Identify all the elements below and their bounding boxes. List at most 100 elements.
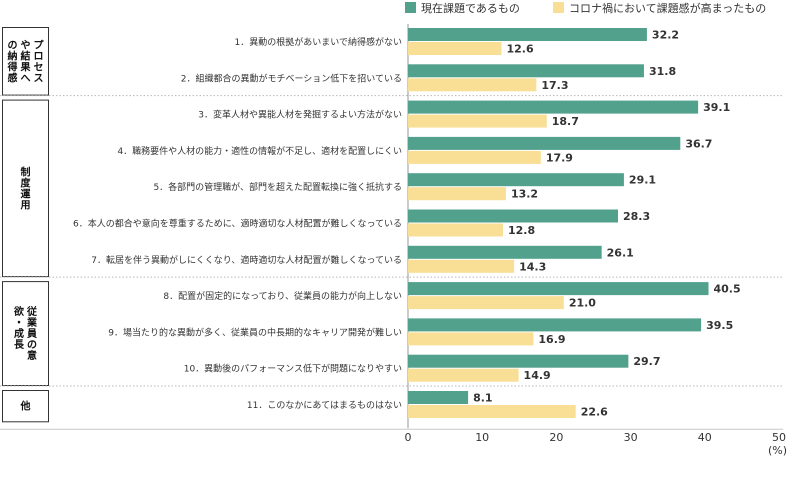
bar-current xyxy=(408,354,629,368)
value-label-current: 39.1 xyxy=(703,101,730,114)
value-label-current: 36.7 xyxy=(685,137,712,150)
group-label-char: の xyxy=(8,40,18,51)
x-tick-label: 50 xyxy=(772,431,786,444)
legend-swatch-corona xyxy=(553,2,564,13)
category-label: 1．異動の根拠があいまいで納得感がない xyxy=(235,36,402,48)
group-label-char: 納 xyxy=(8,49,18,62)
bar-current xyxy=(408,282,709,296)
bar-corona xyxy=(408,187,506,201)
value-label-current: 26.1 xyxy=(607,246,634,259)
bar-corona xyxy=(408,296,564,310)
x-tick-label: 0 xyxy=(405,431,412,444)
group-box xyxy=(2,281,49,387)
group-box xyxy=(2,390,49,423)
category-label: 5．各部門の管理職が、部門を超えた配置転換に強く抵抗する xyxy=(153,181,402,193)
group-label-char: ・ xyxy=(14,318,24,329)
bar-current xyxy=(408,173,624,187)
value-label-corona: 16.9 xyxy=(538,333,565,346)
x-tick-label: 30 xyxy=(624,431,638,444)
category-label: 7．転居を伴う異動がしにくくなり、適時適切な人材配置が難しくなっている xyxy=(91,254,402,266)
category-labels: 1．異動の根拠があいまいで納得感がない 2．組織都合の異動がモチベーション低下を招… xyxy=(73,36,402,411)
value-label-current: 29.1 xyxy=(629,174,656,187)
bar-corona xyxy=(408,78,537,92)
category-label: 2．組織都合の異動がモチベーション低下を招いている xyxy=(181,72,402,84)
bar-current xyxy=(408,64,644,78)
group-label-char: 制 xyxy=(21,165,31,178)
category-label: 9．場当たり的な異動が多く、従業員の中長期的なキャリア開発が難しい xyxy=(108,326,402,338)
value-label-current: 40.5 xyxy=(714,283,741,296)
value-label-current: 39.5 xyxy=(706,319,733,332)
value-label-corona: 17.9 xyxy=(546,151,573,164)
group-label-char: 用 xyxy=(20,199,31,211)
value-labels: 32.2 12.6 31.8 17.3 39.1 18.7 36.7 17.9 29.1 13.2… xyxy=(473,29,741,419)
legend: 現在課題であるもの コロナ禍において課題感が高まったもの xyxy=(405,1,766,15)
group-label-char: の xyxy=(27,340,37,351)
value-label-corona: 12.6 xyxy=(506,43,533,56)
value-label-corona: 13.2 xyxy=(511,188,538,201)
group-label-char: 長 xyxy=(14,339,25,351)
value-label-corona: 12.8 xyxy=(508,224,535,237)
group-label-char: 欲 xyxy=(13,305,24,318)
category-label: 6．本人の都合や意向を尊重するために、適時適切な人材配置が難しくなっている xyxy=(73,218,402,230)
group-label-char: 成 xyxy=(14,327,24,340)
value-label-corona: 22.6 xyxy=(581,406,608,419)
bar-corona xyxy=(408,332,534,346)
bar-current xyxy=(408,318,702,332)
group-box xyxy=(2,99,49,278)
bar-corona xyxy=(408,405,576,418)
value-label-corona: 14.3 xyxy=(519,260,546,273)
category-label: 10．異動後のパフォーマンス低下が問題になりやすい xyxy=(184,363,402,375)
category-label: 11．このなかにあてはまるものはない xyxy=(247,400,402,411)
group-label-char: 他 xyxy=(20,400,31,413)
group-label-char: 運 xyxy=(21,188,31,200)
group-label-char: 従 xyxy=(26,305,38,318)
group-label-char: 得 xyxy=(7,60,18,73)
group-label-char: 結 xyxy=(21,49,31,62)
category-label: 8．配置が固定的になっており、従業員の能力が向上しない xyxy=(163,290,402,302)
value-label-current: 8.1 xyxy=(473,392,493,405)
x-axis: 0 10 20 30 40 50(%) xyxy=(405,431,787,457)
group-label-char: 度 xyxy=(21,176,32,189)
bar-current xyxy=(408,100,699,114)
bar-current xyxy=(408,136,681,150)
bar-current xyxy=(408,391,469,404)
x-tick-label: 40 xyxy=(698,431,712,444)
bar-corona xyxy=(408,114,547,128)
group-label-char: ス xyxy=(34,72,44,84)
group-label-char: 員 xyxy=(26,328,37,340)
group-label-char: 業 xyxy=(26,316,38,329)
bar-corona xyxy=(408,150,541,164)
value-label-current: 32.2 xyxy=(652,29,679,42)
value-label-current: 28.3 xyxy=(623,210,650,223)
value-label-corona: 21.0 xyxy=(569,297,596,310)
group-box xyxy=(2,27,49,96)
group-label-char: 意 xyxy=(27,349,37,362)
category-label: 4．職務要件や人材の能力・適性の情報が不足し、適材を配置しにくい xyxy=(117,145,402,157)
category-label: 3．変革人材や異能人材を発掘するよい方法がない xyxy=(198,109,402,121)
legend-label-corona: コロナ禍において課題感が高まったもの xyxy=(569,1,766,15)
value-label-current: 29.7 xyxy=(633,355,660,368)
group-label-char: 感 xyxy=(8,71,18,84)
bar-corona xyxy=(408,223,503,237)
group-label-char: プ xyxy=(34,38,45,51)
x-tick-label: 10 xyxy=(475,431,489,444)
value-label-corona: 14.9 xyxy=(524,369,551,382)
group-label-char: ロ xyxy=(34,51,44,62)
x-axis-unit: (%) xyxy=(768,444,787,457)
value-label-corona: 18.7 xyxy=(552,115,579,128)
legend-swatch-current xyxy=(405,2,416,13)
bar-current xyxy=(408,245,602,259)
value-label-current: 31.8 xyxy=(649,65,676,78)
x-tick-label: 20 xyxy=(549,431,563,444)
group-label-char: セ xyxy=(34,61,44,73)
legend-label-current: 現在課題であるもの xyxy=(421,1,520,15)
value-label-corona: 17.3 xyxy=(541,79,568,92)
group-label-char: や xyxy=(21,39,31,51)
group-label-char: へ xyxy=(21,73,31,84)
bars xyxy=(408,28,709,418)
bar-corona xyxy=(408,259,515,273)
bar-corona xyxy=(408,368,519,382)
group-label-char: 果 xyxy=(20,61,32,73)
